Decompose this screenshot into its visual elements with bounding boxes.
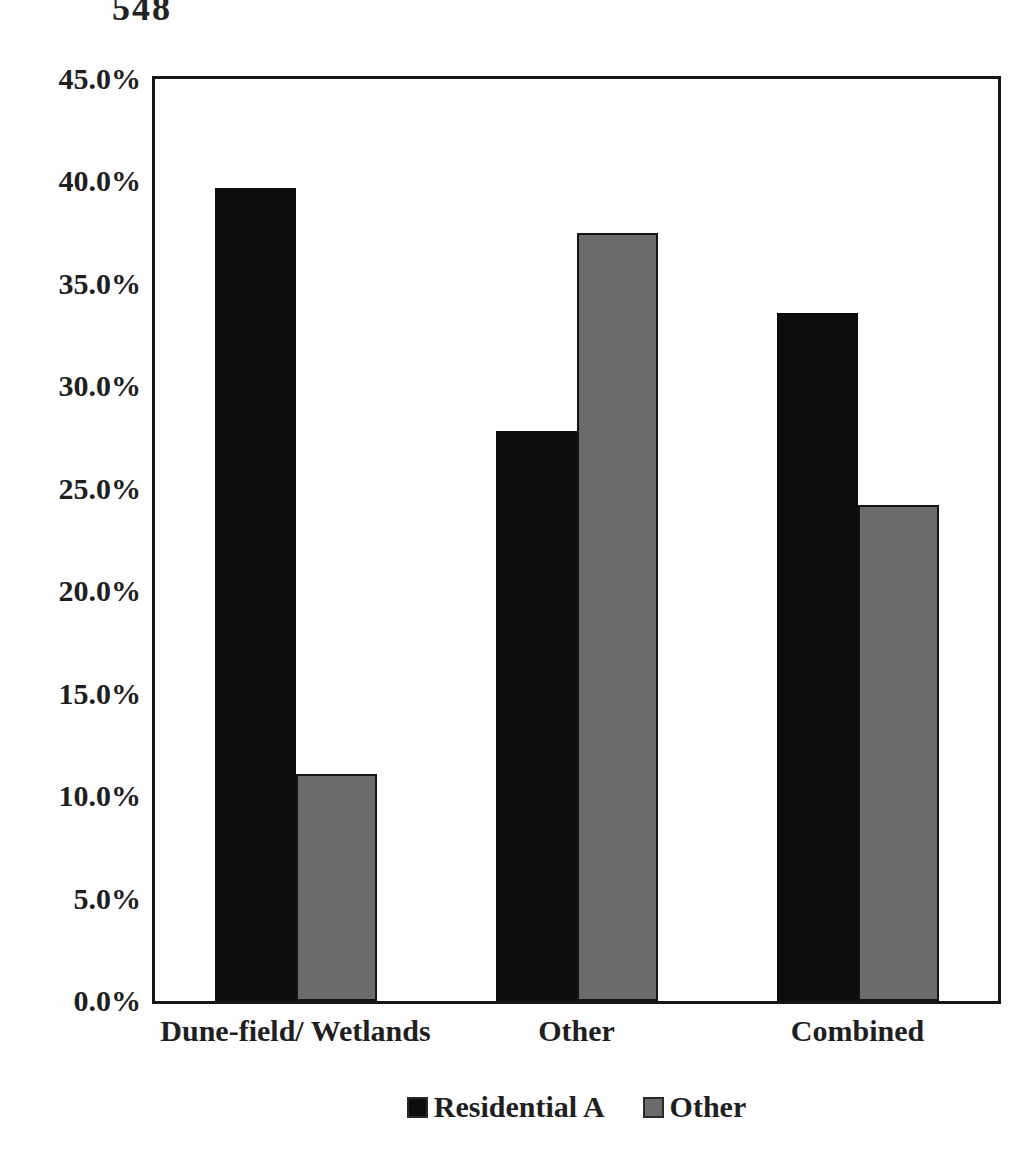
bar-other-combined: [858, 505, 939, 1001]
y-axis-tick-label: 20.0%: [0, 572, 141, 610]
y-axis-tick-label: 35.0%: [0, 265, 141, 303]
legend-item-residential-a: Residential A: [407, 1090, 605, 1124]
y-axis-tick-label: 25.0%: [0, 470, 141, 508]
y-axis-tick-label: 30.0%: [0, 367, 141, 405]
legend-label: Other: [670, 1090, 747, 1124]
scanned-figure-page: 548 45.0% 40.0% 35.0% 30.0% 25.0% 20.0% 15.0% 1…: [0, 0, 1029, 1158]
y-axis-tick-label: 10.0%: [0, 777, 141, 815]
bar-residential-a-combined: [777, 313, 858, 1001]
x-axis-category-label-other: Other: [538, 1014, 615, 1048]
legend-swatch-other: [643, 1097, 664, 1118]
y-axis-tick-label: 5.0%: [0, 880, 141, 918]
legend-label: Residential A: [434, 1090, 605, 1124]
y-axis-tick-label: 15.0%: [0, 675, 141, 713]
y-axis-tick-label: 45.0%: [0, 60, 141, 98]
bar-residential-a-other: [496, 431, 577, 1001]
bar-residential-a-dune-field-wetlands: [215, 188, 296, 1001]
chart-legend: Residential A Other: [152, 1090, 1001, 1124]
bar-other-dune-field-wetlands: [296, 774, 377, 1001]
legend-swatch-residential-a: [407, 1097, 428, 1118]
plot-area: [152, 76, 1001, 1004]
page-number: 548: [112, 0, 172, 29]
y-axis-tick-label: 0.0%: [0, 982, 141, 1020]
bar-other-other: [577, 233, 658, 1001]
x-axis-category-label-dune-field-wetlands: Dune-field/ Wetlands: [160, 1014, 430, 1048]
legend-item-other: Other: [643, 1090, 747, 1124]
x-axis-category-label-combined: Combined: [791, 1014, 924, 1048]
y-axis-tick-label: 40.0%: [0, 162, 141, 200]
